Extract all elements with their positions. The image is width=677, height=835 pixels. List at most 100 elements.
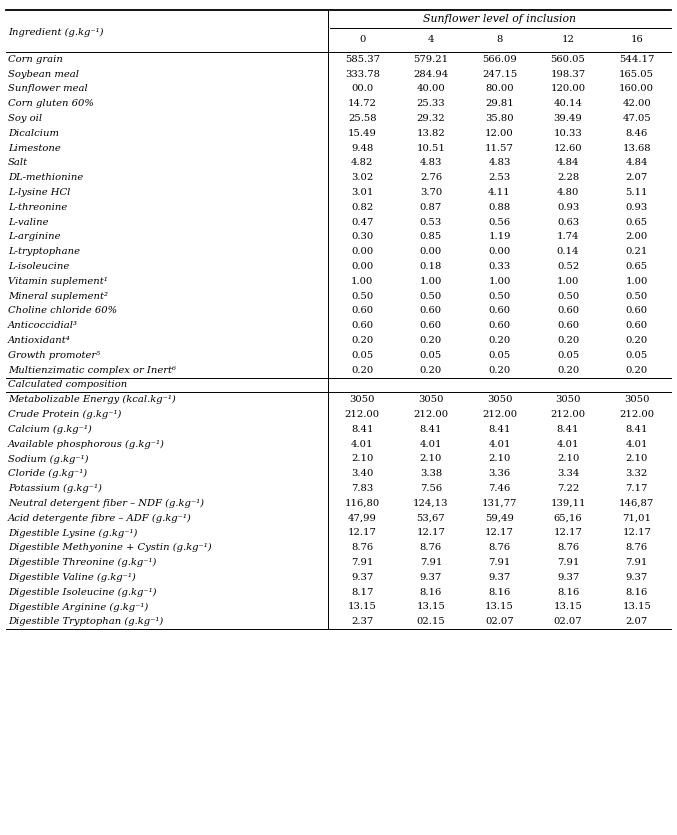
Text: 9.37: 9.37 [420, 573, 442, 582]
Text: 7.17: 7.17 [626, 484, 648, 493]
Text: 3.40: 3.40 [351, 469, 374, 478]
Text: 0.00: 0.00 [351, 247, 374, 256]
Text: 7.91: 7.91 [420, 558, 442, 567]
Text: Digestible Valine (g.kg⁻¹): Digestible Valine (g.kg⁻¹) [8, 573, 136, 582]
Text: 212.00: 212.00 [414, 410, 448, 419]
Text: 8.41: 8.41 [420, 425, 442, 434]
Text: 7.91: 7.91 [626, 558, 648, 567]
Text: 0.60: 0.60 [626, 306, 648, 316]
Text: 3.01: 3.01 [351, 188, 374, 197]
Text: 0.47: 0.47 [351, 218, 374, 226]
Text: 0.65: 0.65 [626, 218, 648, 226]
Text: Corn gluten 60%: Corn gluten 60% [8, 99, 94, 109]
Text: 0.20: 0.20 [557, 337, 580, 345]
Text: 0.65: 0.65 [626, 262, 648, 271]
Text: 0.60: 0.60 [351, 306, 373, 316]
Text: Sunflower meal: Sunflower meal [8, 84, 88, 94]
Text: 4.80: 4.80 [557, 188, 580, 197]
Text: 4.83: 4.83 [488, 159, 510, 168]
Text: 4.84: 4.84 [557, 159, 580, 168]
Text: 212.00: 212.00 [482, 410, 517, 419]
Text: 0.50: 0.50 [488, 291, 510, 301]
Text: 0.50: 0.50 [626, 291, 648, 301]
Text: 3050: 3050 [487, 395, 512, 404]
Text: Antioxidant⁴: Antioxidant⁴ [8, 337, 71, 345]
Text: 12.17: 12.17 [348, 529, 376, 538]
Text: 0.50: 0.50 [420, 291, 442, 301]
Text: 1.00: 1.00 [557, 277, 580, 286]
Text: 12.00: 12.00 [485, 129, 514, 138]
Text: 0.00: 0.00 [351, 262, 374, 271]
Text: 8.46: 8.46 [626, 129, 648, 138]
Text: Mineral suplement²: Mineral suplement² [8, 291, 108, 301]
Text: 8.76: 8.76 [626, 544, 648, 552]
Text: Digestible Tryptophan (g.kg⁻¹): Digestible Tryptophan (g.kg⁻¹) [8, 617, 163, 626]
Text: Sunflower level of inclusion: Sunflower level of inclusion [423, 14, 576, 24]
Text: 02.07: 02.07 [485, 617, 514, 626]
Text: 2.76: 2.76 [420, 174, 442, 182]
Text: 0.60: 0.60 [626, 321, 648, 331]
Text: 9.37: 9.37 [626, 573, 648, 582]
Text: 29.32: 29.32 [416, 114, 445, 123]
Text: 2.10: 2.10 [557, 454, 580, 463]
Text: 0.14: 0.14 [557, 247, 580, 256]
Text: 2.07: 2.07 [626, 617, 648, 626]
Text: 10.51: 10.51 [416, 144, 445, 153]
Text: Corn grain: Corn grain [8, 55, 63, 64]
Text: Soy oil: Soy oil [8, 114, 42, 123]
Text: 120.00: 120.00 [550, 84, 586, 94]
Text: 12: 12 [562, 36, 575, 44]
Text: 212.00: 212.00 [550, 410, 586, 419]
Text: Digestible Threonine (g.kg⁻¹): Digestible Threonine (g.kg⁻¹) [8, 558, 156, 567]
Text: 02.07: 02.07 [554, 617, 582, 626]
Text: Calculated composition: Calculated composition [8, 381, 127, 389]
Text: 0.20: 0.20 [626, 366, 648, 375]
Text: 12.60: 12.60 [554, 144, 582, 153]
Text: 9.37: 9.37 [351, 573, 374, 582]
Text: 3050: 3050 [624, 395, 649, 404]
Text: 0.00: 0.00 [420, 247, 442, 256]
Text: Soybean meal: Soybean meal [8, 69, 79, 78]
Text: Dicalcium: Dicalcium [8, 129, 59, 138]
Text: 284.94: 284.94 [413, 69, 449, 78]
Text: 53,67: 53,67 [416, 514, 445, 523]
Text: 4.01: 4.01 [557, 440, 580, 448]
Text: 13.15: 13.15 [622, 603, 651, 611]
Text: 8.41: 8.41 [488, 425, 510, 434]
Text: 8.41: 8.41 [626, 425, 648, 434]
Text: 0.93: 0.93 [557, 203, 580, 212]
Text: 0.05: 0.05 [557, 351, 580, 360]
Text: 00.0: 00.0 [351, 84, 374, 94]
Text: 560.05: 560.05 [550, 55, 586, 64]
Text: 0.05: 0.05 [488, 351, 510, 360]
Text: 65,16: 65,16 [554, 514, 582, 523]
Text: 8.41: 8.41 [557, 425, 580, 434]
Text: 2.10: 2.10 [488, 454, 510, 463]
Text: 0.60: 0.60 [557, 321, 579, 331]
Text: 40.00: 40.00 [416, 84, 445, 94]
Text: 8.16: 8.16 [488, 588, 510, 597]
Text: 8: 8 [496, 36, 503, 44]
Text: Sodium (g.kg⁻¹): Sodium (g.kg⁻¹) [8, 454, 89, 463]
Text: 5.11: 5.11 [626, 188, 648, 197]
Text: 1.74: 1.74 [557, 232, 580, 241]
Text: 2.37: 2.37 [351, 617, 374, 626]
Text: 3.70: 3.70 [420, 188, 442, 197]
Text: Acid detergente fibre – ADF (g.kg⁻¹): Acid detergente fibre – ADF (g.kg⁻¹) [8, 514, 192, 523]
Text: 8.76: 8.76 [351, 544, 373, 552]
Text: 71,01: 71,01 [622, 514, 651, 523]
Text: 131,77: 131,77 [482, 498, 517, 508]
Text: 4: 4 [428, 36, 434, 44]
Text: Multienzimatic complex or Inert⁶: Multienzimatic complex or Inert⁶ [8, 366, 176, 375]
Text: 0.60: 0.60 [420, 306, 442, 316]
Text: Digestible Arginine (g.kg⁻¹): Digestible Arginine (g.kg⁻¹) [8, 602, 148, 611]
Text: 0.63: 0.63 [557, 218, 579, 226]
Text: 9.48: 9.48 [351, 144, 374, 153]
Text: Limestone: Limestone [8, 144, 61, 153]
Text: Cloride (g.kg⁻¹): Cloride (g.kg⁻¹) [8, 469, 87, 478]
Text: 0: 0 [359, 36, 366, 44]
Text: 0.60: 0.60 [557, 306, 579, 316]
Text: 0.52: 0.52 [557, 262, 580, 271]
Text: 0.30: 0.30 [351, 232, 374, 241]
Text: Ingredient (g.kg⁻¹): Ingredient (g.kg⁻¹) [8, 28, 104, 37]
